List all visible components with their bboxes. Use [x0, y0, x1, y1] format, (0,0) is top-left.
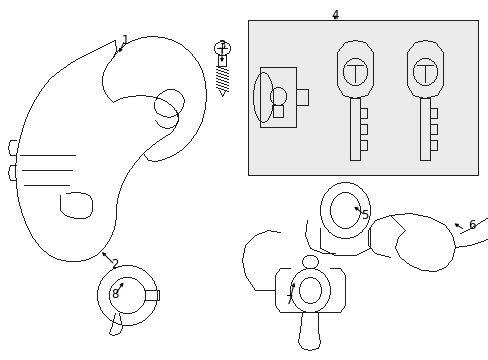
- Text: 5: 5: [361, 208, 368, 221]
- Text: 6: 6: [468, 219, 475, 231]
- Text: 4: 4: [330, 9, 338, 22]
- Text: 7: 7: [285, 293, 293, 306]
- Text: 8: 8: [111, 288, 119, 302]
- Text: 3: 3: [218, 39, 225, 51]
- Text: 1: 1: [121, 33, 128, 46]
- Text: 2: 2: [111, 258, 119, 271]
